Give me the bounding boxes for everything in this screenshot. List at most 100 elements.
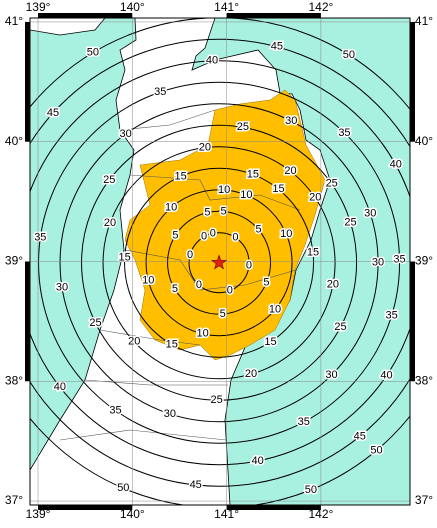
contour-label: 45 — [47, 107, 59, 119]
contour-label: 0 — [232, 231, 238, 243]
contour-label: 10 — [280, 228, 292, 240]
lon-label-top: 142° — [308, 0, 333, 14]
contour-label: 30 — [164, 408, 176, 420]
contour-label: 35 — [154, 86, 166, 98]
lon-label-bottom: 141° — [214, 507, 239, 521]
contour-ring — [38, 81, 401, 444]
frame-bar-bottom — [226, 505, 321, 510]
contour-label: 5 — [172, 283, 178, 295]
contour-label: 15 — [264, 336, 276, 348]
contour-label: 20 — [128, 336, 140, 348]
axes: 139° 139° 140° 140° 141° 141° 142° 142° 37° 37° 38… — [5, 0, 433, 521]
contour-label: 50 — [87, 47, 99, 59]
contour-label: 35 — [298, 416, 310, 428]
frame-bar-right — [410, 21, 415, 142]
contour-label: 25 — [237, 121, 249, 133]
contour-label: 0 — [187, 249, 193, 261]
contour-label: 40 — [390, 159, 402, 171]
contour-label: 10 — [269, 304, 281, 316]
contour-label: 25 — [103, 174, 115, 186]
contour-label: 35 — [386, 309, 398, 321]
contour-label: 15 — [174, 170, 186, 182]
contour-ring — [167, 210, 272, 315]
prefecture-borders — [59, 109, 301, 441]
lon-label-bottom: 139° — [26, 507, 51, 521]
contour-ring — [81, 124, 358, 401]
contour-label: 45 — [190, 479, 202, 491]
contour-label: 0 — [210, 227, 216, 239]
affected-area — [124, 89, 326, 361]
contour-label: 20 — [309, 192, 321, 204]
contour-label: 30 — [285, 115, 297, 127]
lat-label-left: 41° — [5, 14, 23, 28]
epicenter-layer — [211, 254, 228, 270]
lat-label-right: 39° — [415, 254, 433, 268]
contour-label: 20 — [199, 141, 211, 153]
contour-label: 25 — [344, 216, 356, 228]
lat-label-left: 40° — [5, 134, 23, 148]
contour-label: 5 — [220, 205, 226, 217]
contour-label: 50 — [305, 484, 317, 496]
contour-label: 30 — [119, 128, 131, 140]
contour-ring — [30, 60, 410, 466]
contour-label: 50 — [117, 482, 129, 494]
contour-label: 35 — [338, 127, 350, 139]
contours: 0 000000555555510101010101010151515151515… — [30, 18, 410, 505]
epicenter — [211, 254, 228, 270]
lon-label-top: 140° — [120, 0, 145, 14]
frame-bar-right — [410, 261, 415, 382]
lat-label-left: 38° — [5, 373, 23, 387]
lat-label-left: 37° — [5, 493, 23, 507]
contour-label: 50 — [343, 49, 355, 61]
contour-label: 10 — [218, 184, 230, 196]
contour-ring — [124, 167, 315, 358]
contour-label: 0 — [196, 279, 202, 291]
contour-label: 40 — [54, 381, 66, 393]
contour-label: 5 — [255, 224, 261, 236]
contour-label: 15 — [247, 168, 259, 180]
contour-label: 45 — [271, 41, 283, 53]
frame-bar-top — [38, 13, 133, 18]
contour-label: 25 — [326, 178, 338, 190]
land-north — [30, 18, 106, 36]
contour-label: 10 — [165, 202, 177, 214]
contour-label: 15 — [166, 338, 178, 350]
contour-label: 30 — [56, 281, 68, 293]
contour-ring — [145, 189, 293, 337]
lon-label-top: 139° — [26, 0, 51, 14]
frame-bar-bottom — [38, 505, 133, 510]
frame-bar-top — [226, 13, 321, 18]
contour-label: 25 — [334, 321, 346, 333]
contour-label: 40 — [380, 370, 392, 382]
contour-ring — [59, 103, 379, 423]
contour-label: 0 — [246, 260, 252, 272]
contour-label: 20 — [245, 368, 257, 380]
lon-label-top: 141° — [214, 0, 239, 14]
contour-label: 40 — [206, 55, 218, 67]
contour-label: 15 — [119, 252, 131, 264]
lon-label-bottom: 140° — [120, 507, 145, 521]
contour-label: 10 — [240, 189, 252, 201]
contour-label: 45 — [354, 430, 366, 442]
lon-label-bottom: 142° — [308, 507, 333, 521]
contour-label: 10 — [142, 274, 154, 286]
contour-label: 15 — [272, 183, 284, 195]
contour-label: 30 — [325, 369, 337, 381]
contour-label: 35 — [109, 404, 121, 416]
contour-label: 5 — [220, 308, 226, 320]
contour-label: 30 — [364, 207, 376, 219]
contour-ring — [102, 146, 336, 380]
frame-bar-left — [25, 261, 30, 382]
lat-label-left: 39° — [5, 254, 23, 268]
contour-ring — [30, 38, 410, 487]
contour-label: 5 — [204, 206, 210, 218]
contour-label: 25 — [211, 394, 223, 406]
contour-ring — [188, 232, 250, 294]
contour-label: 0 — [201, 231, 207, 243]
lat-label-right: 40° — [415, 134, 433, 148]
lat-label-right: 41° — [415, 14, 433, 28]
contour-label: 20 — [284, 165, 296, 177]
map-area: 0 000000555555510101010101010151515151515… — [30, 18, 410, 505]
contour-label: 50 — [370, 444, 382, 456]
